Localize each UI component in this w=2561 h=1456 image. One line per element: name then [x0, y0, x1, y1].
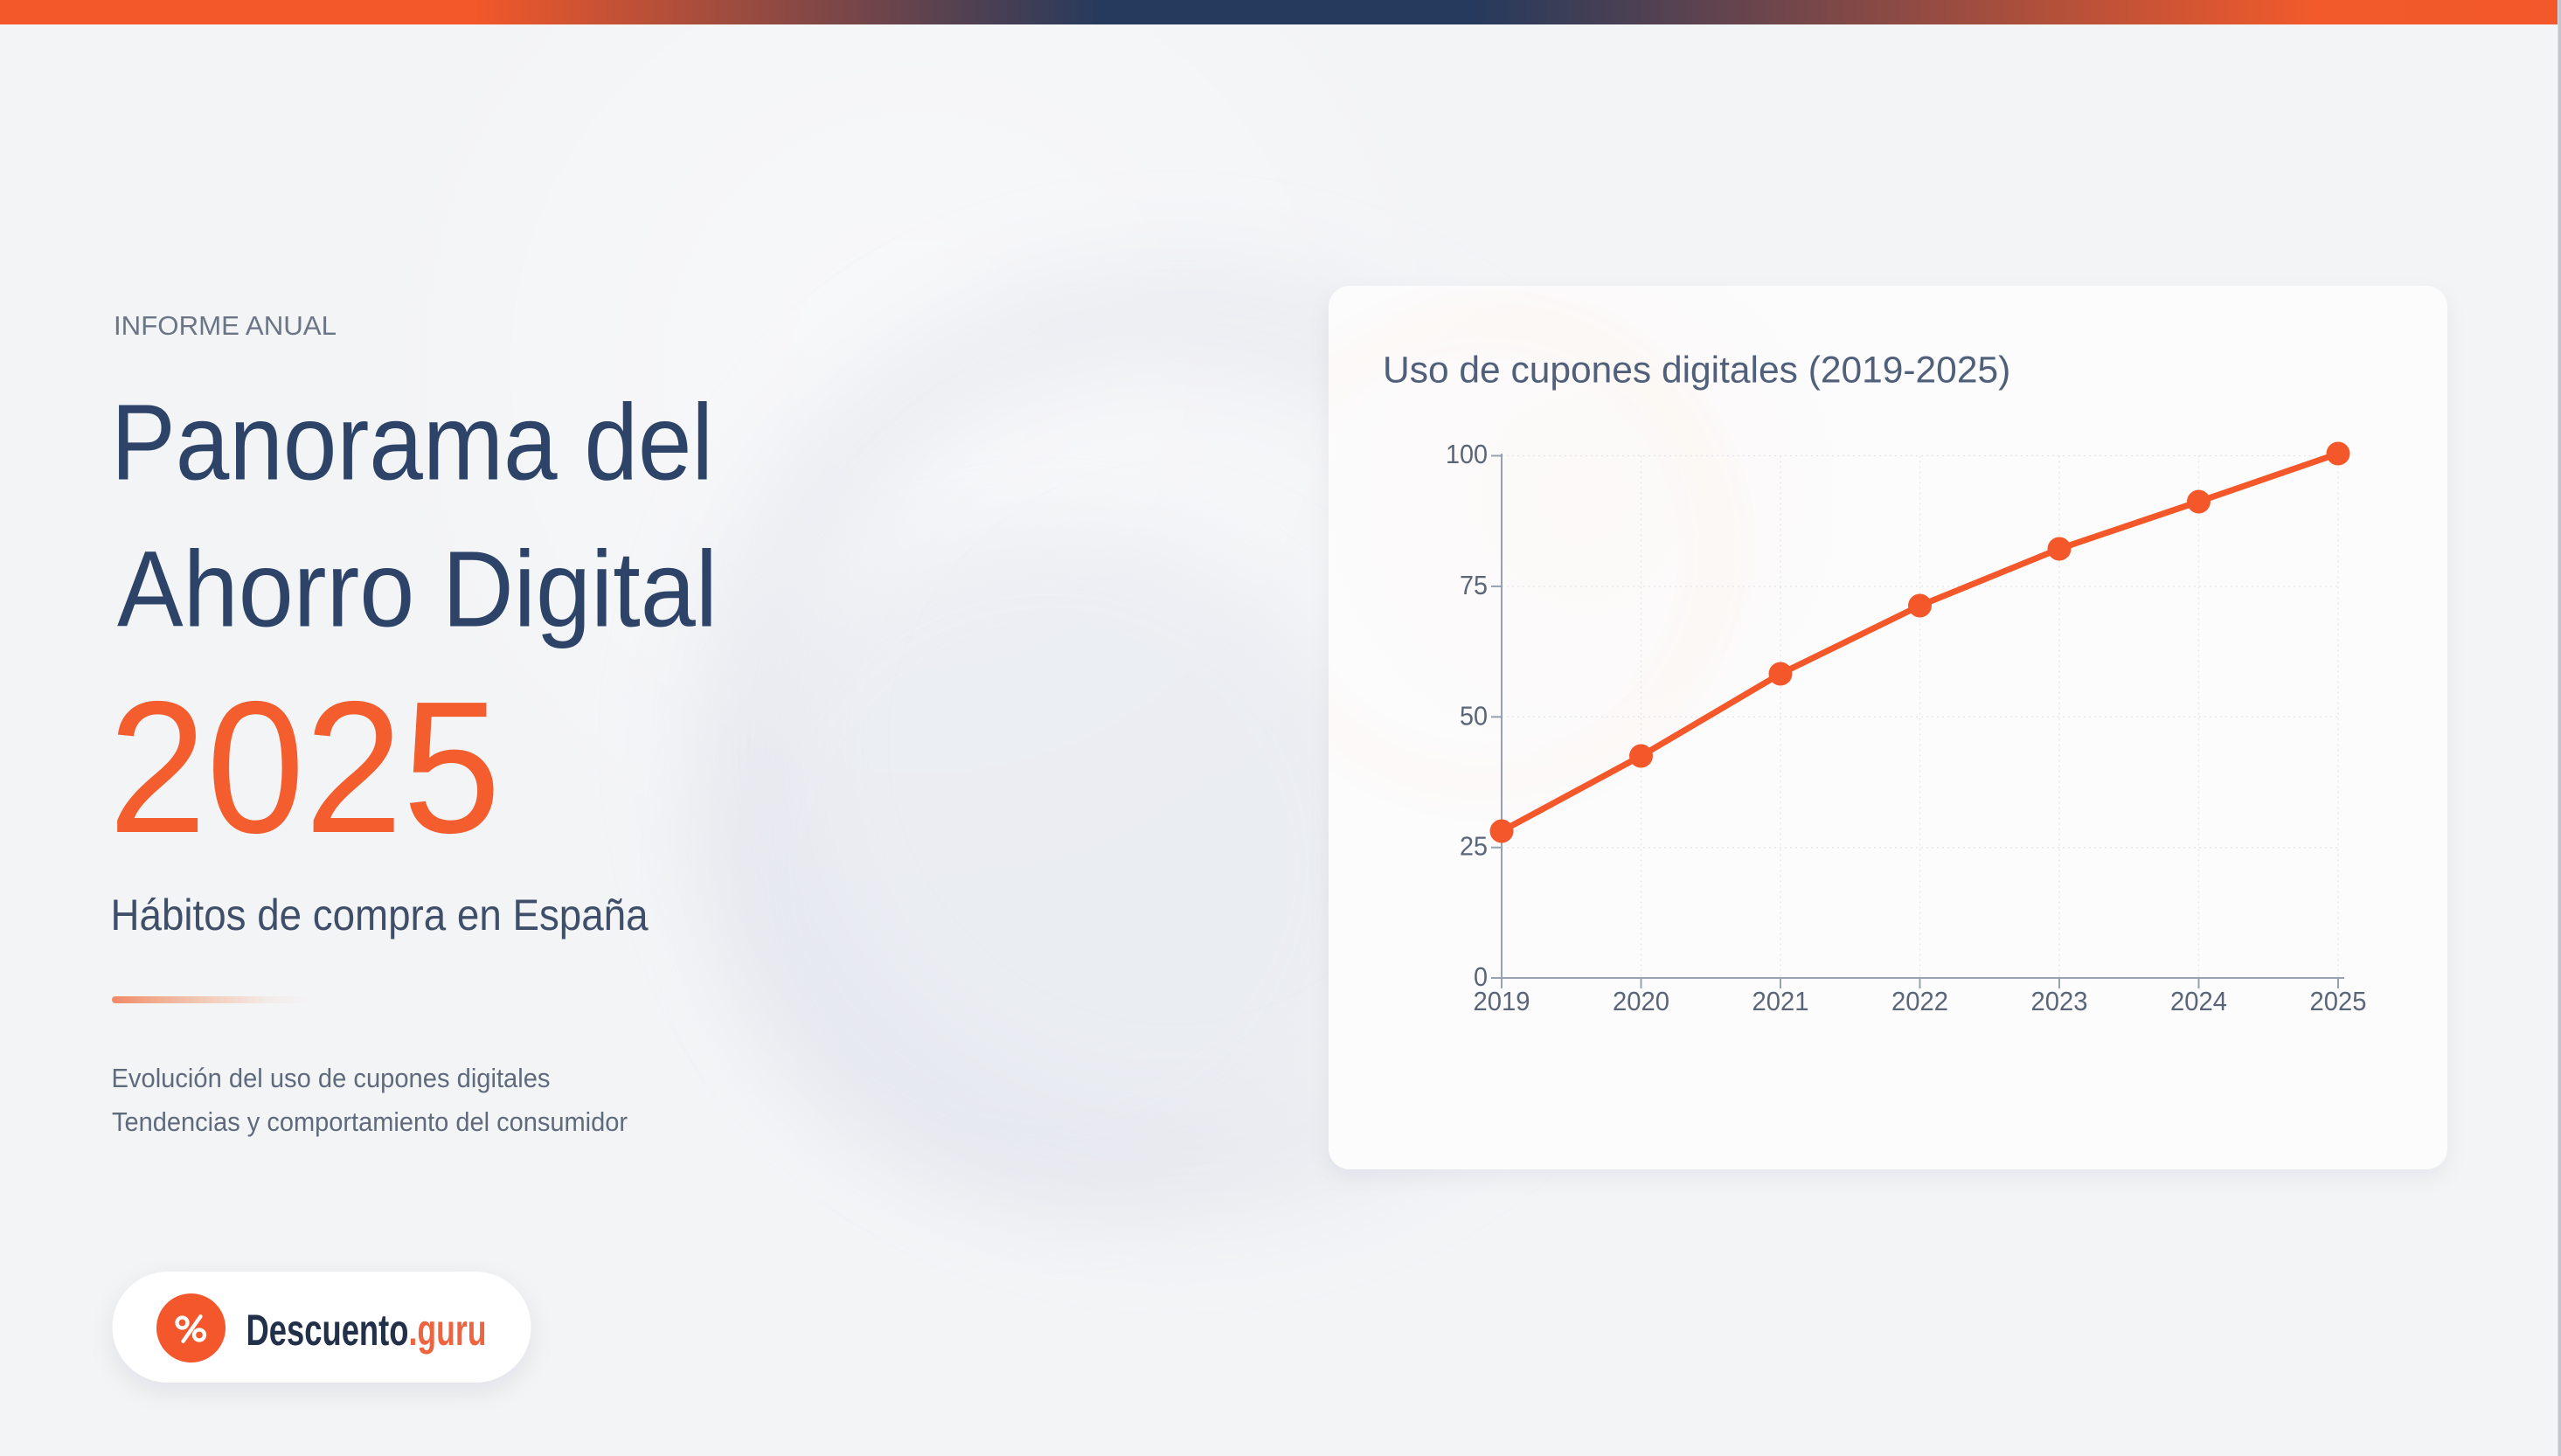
- svg-text:100: 100: [1446, 439, 1488, 469]
- svg-text:2023: 2023: [2031, 986, 2088, 1016]
- svg-text:Evolución del uso de cupones d: Evolución del uso de cupones digitales: [112, 1063, 551, 1093]
- svg-text:0: 0: [1474, 961, 1488, 992]
- svg-text:2025: 2025: [2310, 986, 2367, 1016]
- svg-text:2025: 2025: [108, 662, 501, 872]
- svg-text:Hábitos de compra en España: Hábitos de compra en España: [111, 890, 649, 939]
- svg-text:Descuento.guru: Descuento.guru: [246, 1306, 487, 1355]
- svg-text:Ahorro Digital: Ahorro Digital: [117, 530, 718, 650]
- svg-text:INFORME ANUAL: INFORME ANUAL: [114, 310, 337, 341]
- svg-text:Uso de cupones digitales (2019: Uso de cupones digitales (2019-2025): [1383, 350, 2010, 392]
- svg-text:2019: 2019: [1474, 986, 1530, 1016]
- svg-text:2024: 2024: [2170, 986, 2227, 1016]
- svg-text:2021: 2021: [1752, 986, 1809, 1016]
- svg-text:2022: 2022: [1891, 986, 1948, 1016]
- svg-text:Tendencias y comportamiento de: Tendencias y comportamiento del consumid…: [112, 1106, 628, 1137]
- svg-text:25: 25: [1460, 831, 1488, 862]
- svg-text:50: 50: [1460, 700, 1488, 731]
- svg-text:Panorama del: Panorama del: [111, 384, 713, 503]
- svg-text:2020: 2020: [1613, 986, 1669, 1016]
- svg-text:75: 75: [1460, 570, 1488, 600]
